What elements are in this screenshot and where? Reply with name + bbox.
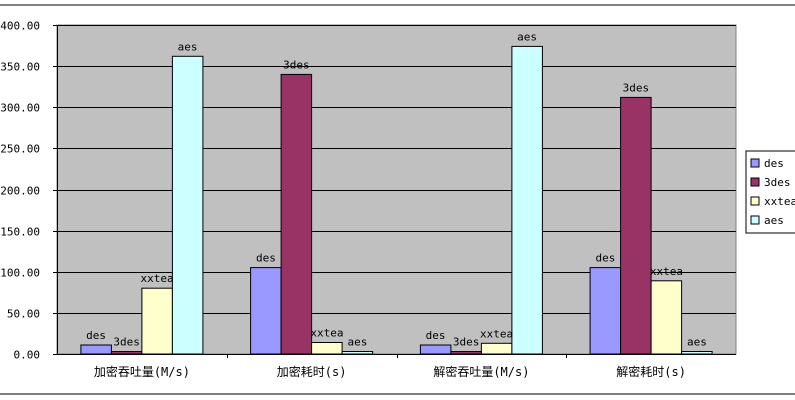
data-label-aes: aes	[687, 336, 707, 349]
y-tick-label: 0.00	[14, 349, 41, 362]
bar-3des	[620, 96, 652, 355]
chart-frame	[0, 4, 795, 395]
bar-aes	[341, 351, 374, 355]
data-label-xxtea: xxtea	[480, 327, 513, 340]
bar-xxtea	[311, 342, 343, 355]
data-label-des: des	[256, 252, 276, 265]
data-label-des: des	[86, 329, 106, 342]
x-category-label: 解密吞吐量(M/s)	[433, 364, 529, 379]
data-label-3des: 3des	[453, 336, 480, 349]
legend-swatch-xxtea	[750, 196, 760, 206]
bars	[80, 45, 713, 355]
bar-des	[419, 344, 452, 355]
data-label-xxtea: xxtea	[650, 265, 683, 278]
y-tick-label: 250.00	[0, 143, 40, 156]
y-tick-label: 100.00	[0, 267, 40, 280]
legend-swatch-3des	[750, 177, 760, 187]
y-tick-label: 350.00	[0, 61, 40, 74]
y-tick-label: 200.00	[0, 185, 40, 198]
x-category-label: 解密耗时(s)	[616, 364, 686, 379]
bar-xxtea	[480, 342, 513, 355]
data-label-aes: aes	[347, 336, 367, 349]
bar-aes	[511, 45, 543, 355]
bar-des	[589, 267, 622, 355]
legend-label-aes: aes	[764, 214, 784, 227]
data-label-3des: 3des	[283, 58, 310, 71]
legend-swatch-aes	[750, 215, 760, 225]
bar-des	[250, 267, 282, 355]
bar-3des	[280, 73, 313, 355]
data-label-des: des	[426, 329, 446, 342]
x-category-label: 加密耗时(s)	[277, 364, 347, 379]
x-category-label: 加密吞吐量(M/s)	[94, 364, 190, 379]
bar-xxtea	[141, 287, 173, 355]
bar-aes	[681, 351, 713, 355]
data-label-xxtea: xxtea	[141, 272, 174, 285]
bar-3des	[450, 351, 482, 355]
axes: 0.00 50.00 100.00 150.00 200.00 250.00 300.00 3…	[0, 20, 736, 379]
data-label-xxtea: xxtea	[310, 327, 343, 340]
legend-swatch-des	[750, 158, 760, 168]
legend: des 3des xxtea aes	[745, 150, 795, 234]
data-label-aes: aes	[517, 30, 537, 43]
y-tick-label: 400.00	[0, 20, 40, 33]
bar-xxtea	[650, 280, 683, 355]
y-tick-label: 150.00	[0, 226, 40, 239]
bar-aes	[171, 55, 204, 355]
legend-label-xxtea: xxtea	[764, 195, 795, 208]
data-label-aes: aes	[178, 40, 198, 53]
data-label-des: des	[595, 252, 615, 265]
bar-des	[80, 344, 112, 355]
data-label-3des: 3des	[113, 336, 140, 349]
data-label-3des: 3des	[623, 81, 650, 94]
y-tick-label: 300.00	[0, 102, 40, 115]
legend-label-des: des	[764, 157, 784, 170]
y-tick-label: 50.00	[7, 308, 40, 321]
legend-label-3des: 3des	[764, 176, 791, 189]
bar-3des	[110, 351, 143, 355]
